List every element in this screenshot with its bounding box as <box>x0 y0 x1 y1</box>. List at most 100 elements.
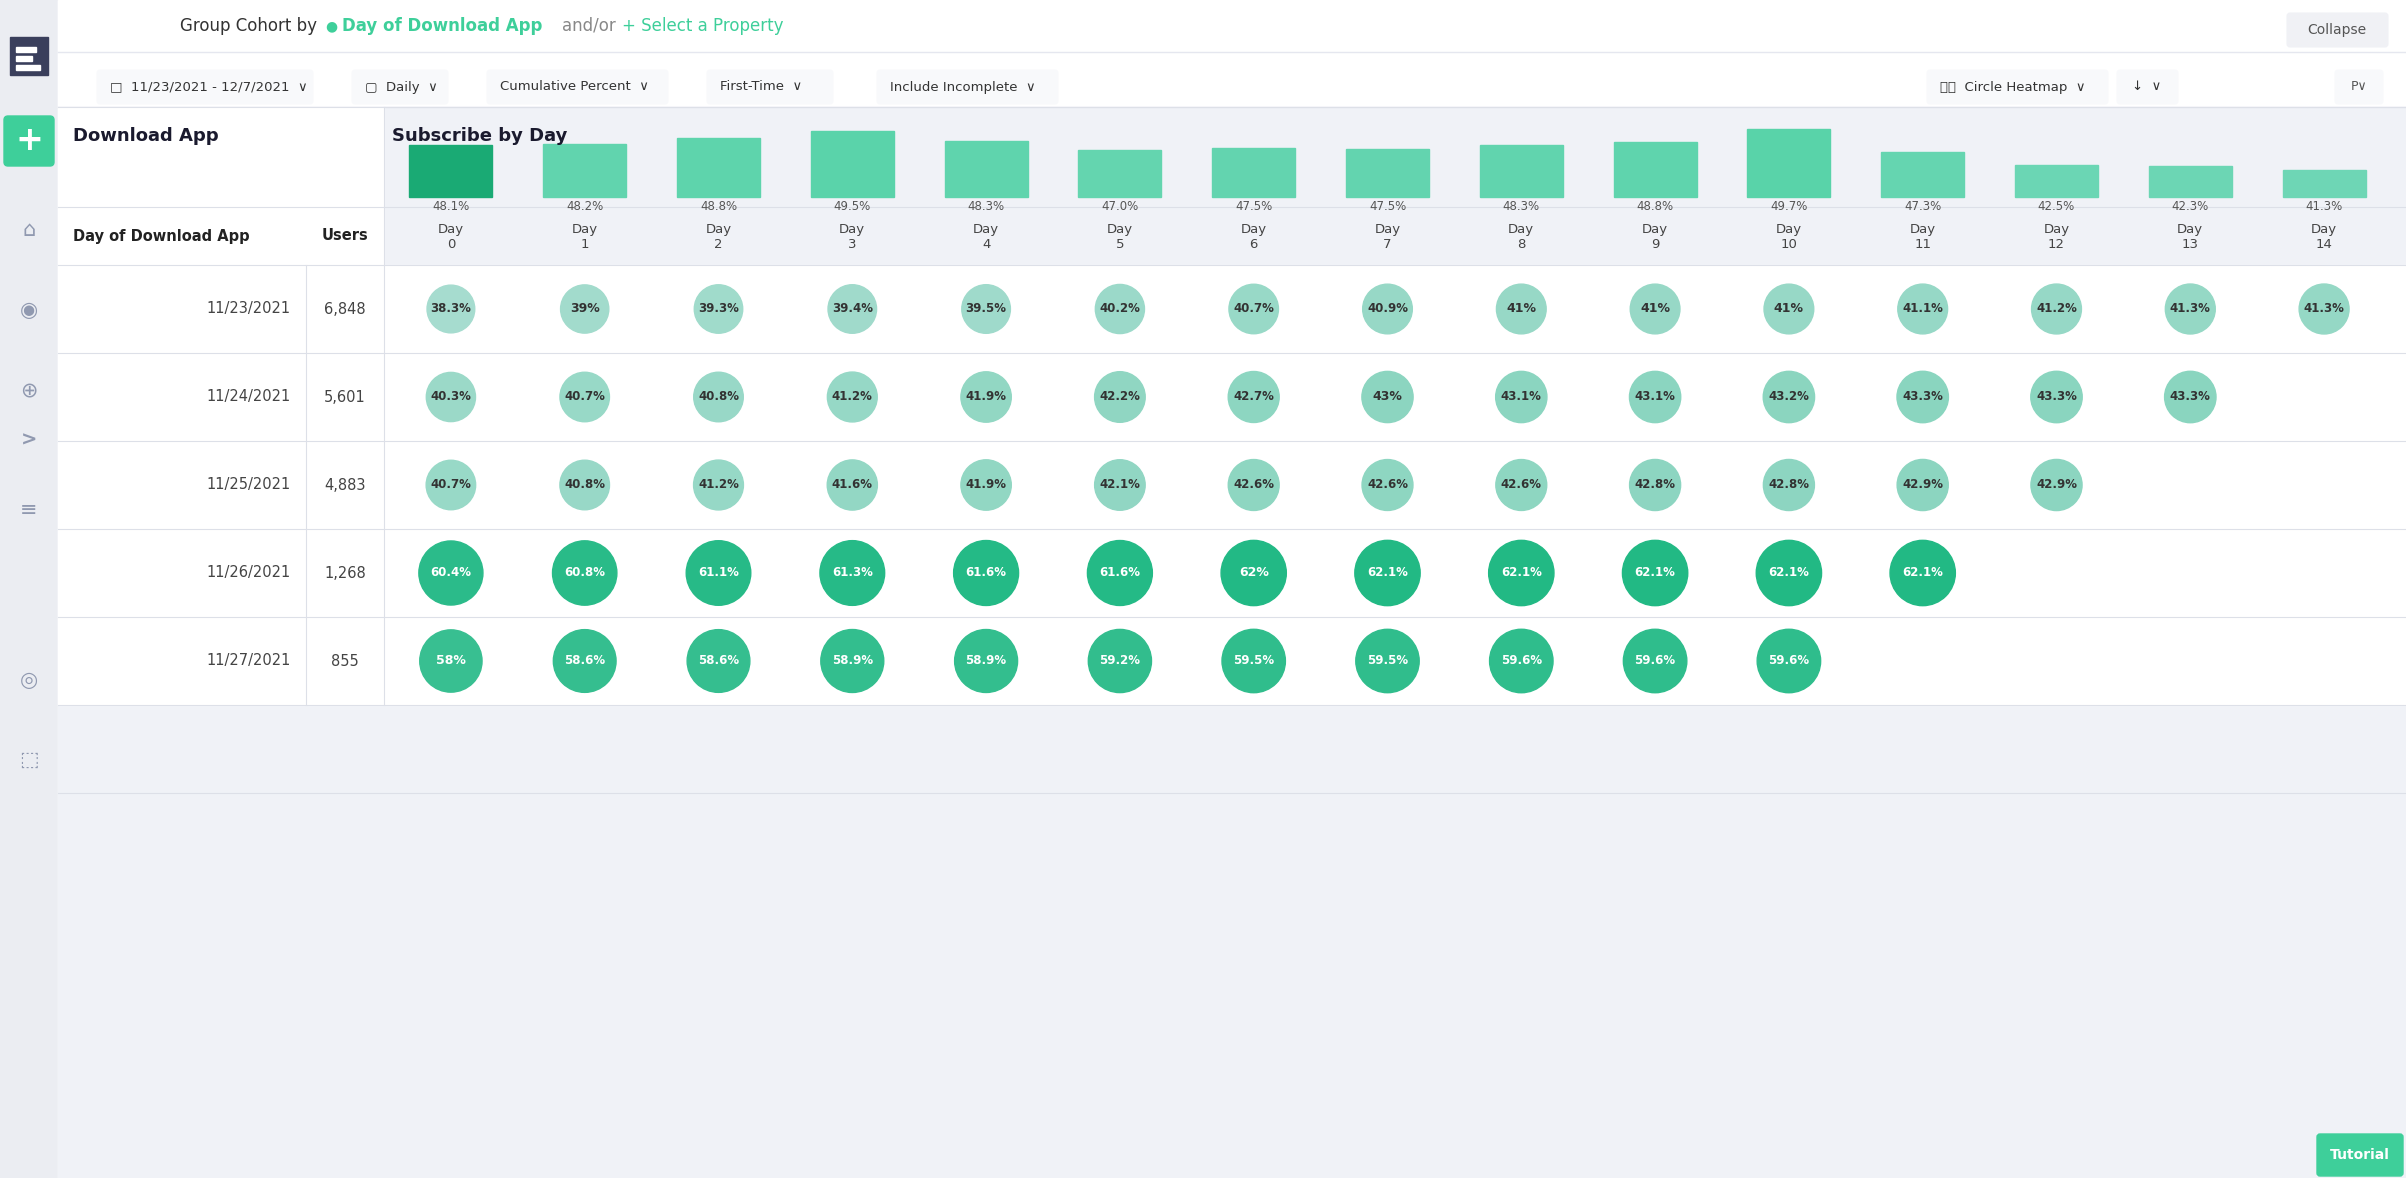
Text: Day: Day <box>1776 223 1802 236</box>
Circle shape <box>1222 541 1287 605</box>
Text: 6,848: 6,848 <box>325 302 366 317</box>
Bar <box>1213 148 1294 197</box>
Circle shape <box>561 285 609 333</box>
Circle shape <box>693 372 743 422</box>
Text: 39.3%: 39.3% <box>698 303 739 316</box>
Bar <box>58 265 2406 353</box>
Text: Download App: Download App <box>72 127 219 145</box>
Text: 40.7%: 40.7% <box>565 390 606 404</box>
Text: 42.8%: 42.8% <box>1768 478 1809 491</box>
Text: 61.3%: 61.3% <box>832 567 873 580</box>
Text: 40.3%: 40.3% <box>431 390 472 404</box>
Text: 41.3%: 41.3% <box>2170 303 2211 316</box>
Circle shape <box>2031 459 2081 510</box>
Circle shape <box>1489 541 1554 605</box>
Bar <box>17 65 41 70</box>
Circle shape <box>1764 284 1814 333</box>
Text: 60.8%: 60.8% <box>563 567 606 580</box>
Text: 42.6%: 42.6% <box>1367 478 1408 491</box>
Bar <box>1480 145 1564 197</box>
Text: 42.6%: 42.6% <box>1501 478 1542 491</box>
Text: Day: Day <box>573 223 597 236</box>
Text: 48.3%: 48.3% <box>967 200 1006 213</box>
Text: 42.7%: 42.7% <box>1234 390 1275 404</box>
Circle shape <box>2165 284 2216 335</box>
Circle shape <box>1489 629 1552 693</box>
Text: 39%: 39% <box>570 303 599 316</box>
Text: Users: Users <box>322 229 368 244</box>
Circle shape <box>553 629 616 693</box>
Text: 11: 11 <box>1915 238 1932 251</box>
Bar <box>58 617 2406 704</box>
Circle shape <box>1095 459 1145 510</box>
Text: ⬚: ⬚ <box>19 750 38 770</box>
Text: 12: 12 <box>2048 238 2064 251</box>
Circle shape <box>1222 629 1285 693</box>
Text: 48.1%: 48.1% <box>433 200 469 213</box>
Circle shape <box>828 459 878 510</box>
Bar <box>1614 141 1696 197</box>
Circle shape <box>1497 459 1547 510</box>
Text: Tutorial: Tutorial <box>2329 1149 2389 1162</box>
Text: 1,268: 1,268 <box>325 565 366 581</box>
Text: 62.1%: 62.1% <box>1367 567 1408 580</box>
Circle shape <box>1896 371 1949 423</box>
Text: 10: 10 <box>1780 238 1797 251</box>
Text: >: > <box>22 430 36 450</box>
Circle shape <box>1362 284 1412 333</box>
Text: ⌂: ⌂ <box>22 220 36 240</box>
Text: 48.8%: 48.8% <box>700 200 736 213</box>
Circle shape <box>561 372 609 422</box>
Text: 62.1%: 62.1% <box>1634 567 1675 580</box>
Circle shape <box>419 630 481 693</box>
Circle shape <box>695 285 743 333</box>
FancyBboxPatch shape <box>707 70 832 104</box>
Text: 43.3%: 43.3% <box>2170 390 2211 404</box>
Text: 42.2%: 42.2% <box>1100 390 1140 404</box>
Text: First-Time  ∨: First-Time ∨ <box>719 80 801 93</box>
Circle shape <box>1362 371 1412 423</box>
Circle shape <box>1756 541 1821 605</box>
Text: 47.0%: 47.0% <box>1102 200 1138 213</box>
Text: 40.9%: 40.9% <box>1367 303 1408 316</box>
Bar <box>1345 148 1429 197</box>
Text: 7: 7 <box>1383 238 1391 251</box>
Text: 13: 13 <box>2182 238 2199 251</box>
Circle shape <box>1631 284 1679 333</box>
Bar <box>58 207 385 265</box>
Text: 41.1%: 41.1% <box>1903 303 1944 316</box>
Circle shape <box>419 541 484 605</box>
Text: 59.6%: 59.6% <box>1501 655 1542 668</box>
Text: 14: 14 <box>2315 238 2331 251</box>
FancyBboxPatch shape <box>2334 70 2382 104</box>
Text: 58.6%: 58.6% <box>563 655 606 668</box>
Text: 58.6%: 58.6% <box>698 655 739 668</box>
FancyBboxPatch shape <box>2288 13 2389 47</box>
FancyBboxPatch shape <box>2317 1134 2404 1176</box>
Circle shape <box>686 541 751 605</box>
Text: 41.6%: 41.6% <box>832 478 873 491</box>
Text: + Select a Property: + Select a Property <box>623 16 784 35</box>
Text: P∨: P∨ <box>2351 80 2368 93</box>
Text: ⬜⬜  Circle Heatmap  ∨: ⬜⬜ Circle Heatmap ∨ <box>1939 80 2086 93</box>
Text: Day: Day <box>438 223 464 236</box>
Text: 59.6%: 59.6% <box>1634 655 1675 668</box>
Text: 855: 855 <box>332 654 358 668</box>
Circle shape <box>1227 371 1280 423</box>
Text: 61.6%: 61.6% <box>965 567 1006 580</box>
FancyBboxPatch shape <box>96 70 313 104</box>
Text: 62%: 62% <box>1239 567 1268 580</box>
Text: 41.2%: 41.2% <box>2035 303 2076 316</box>
Bar <box>58 353 2406 441</box>
Text: 62.1%: 62.1% <box>1903 567 1944 580</box>
Text: 11/27/2021: 11/27/2021 <box>207 654 291 668</box>
Circle shape <box>1497 284 1547 333</box>
FancyBboxPatch shape <box>2117 70 2177 104</box>
Text: Day: Day <box>1641 223 1667 236</box>
Text: 48.3%: 48.3% <box>1504 200 1540 213</box>
Text: 41%: 41% <box>1641 303 1670 316</box>
Bar <box>58 0 2406 52</box>
Circle shape <box>2031 284 2081 333</box>
Text: 42.5%: 42.5% <box>2038 200 2074 213</box>
Text: 47.3%: 47.3% <box>1903 200 1942 213</box>
